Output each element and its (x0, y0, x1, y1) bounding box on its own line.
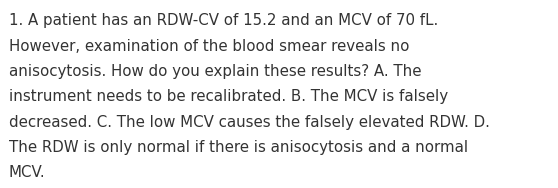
Text: instrument needs to be recalibrated. B. The MCV is falsely: instrument needs to be recalibrated. B. … (9, 89, 448, 104)
Text: MCV.: MCV. (9, 165, 46, 180)
Text: The RDW is only normal if there is anisocytosis and a normal: The RDW is only normal if there is aniso… (9, 140, 468, 155)
Text: However, examination of the blood smear reveals no: However, examination of the blood smear … (9, 39, 410, 54)
Text: 1. A patient has an RDW-CV of 15.2 and an MCV of 70 fL.: 1. A patient has an RDW-CV of 15.2 and a… (9, 13, 438, 28)
Text: decreased. C. The low MCV causes the falsely elevated RDW. D.: decreased. C. The low MCV causes the fal… (9, 115, 490, 130)
Text: anisocytosis. How do you explain these results? A. The: anisocytosis. How do you explain these r… (9, 64, 421, 79)
